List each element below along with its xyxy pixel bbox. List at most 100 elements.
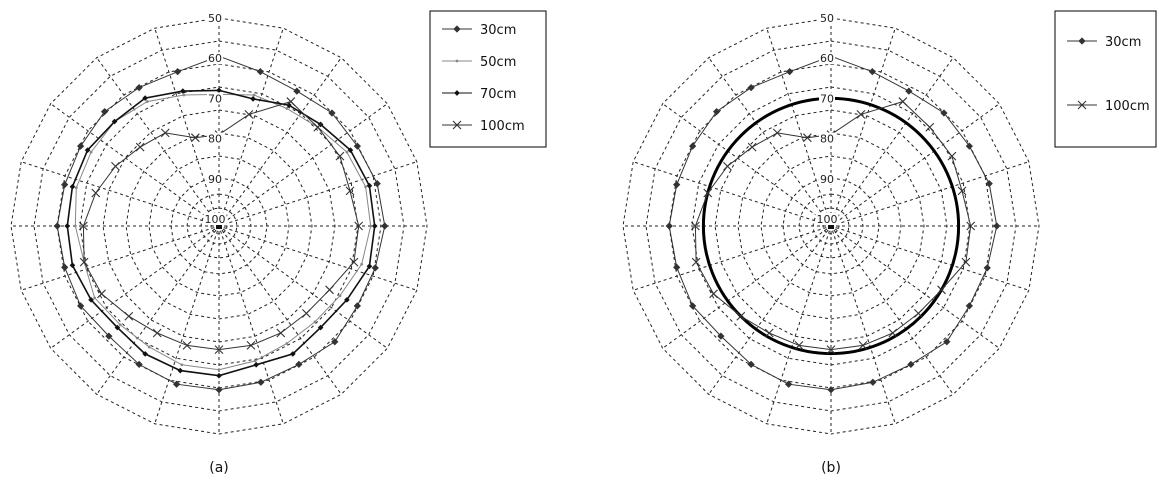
- tick-bg-80: [207, 132, 223, 145]
- tick-label-80: 80: [820, 133, 834, 146]
- marker-70cm-20: [84, 147, 91, 153]
- marker-legend-100cm-1: [1077, 100, 1087, 110]
- marker-30cm-5: [373, 179, 381, 188]
- legend-item-30cm: 30cm: [442, 23, 516, 38]
- marker-legend-50cm-1: [455, 59, 459, 63]
- marker-30cm-13: [784, 380, 793, 388]
- marker-100cm-18: [78, 221, 88, 231]
- marker-30cm-23: [174, 68, 182, 76]
- marker-100cm-16: [97, 289, 106, 299]
- polar-grid-a: [10, 17, 428, 435]
- marker-30cm-18: [665, 222, 673, 230]
- marker-30cm-4: [353, 142, 361, 150]
- marker-70cm-23: [180, 88, 186, 94]
- grid-spoke-14: [633, 227, 827, 291]
- tick-bg-60: [819, 52, 835, 65]
- marker-100cm-12: [214, 345, 224, 354]
- marker-50cm-8: [338, 294, 342, 298]
- marker-30cm-23: [786, 68, 794, 76]
- series-100cm: [78, 97, 364, 354]
- marker-50cm-2: [285, 107, 289, 110]
- marker-30cm-6: [993, 222, 1001, 230]
- marker-100cm-23: [190, 133, 200, 143]
- marker-70cm-17: [69, 262, 76, 269]
- marker-30cm-19: [673, 181, 681, 189]
- series-30cm: [53, 52, 389, 394]
- marker-30cm-1: [256, 68, 264, 76]
- tick-label-60: 60: [208, 52, 222, 65]
- marker-30cm-16: [689, 302, 697, 310]
- marker-100cm-19: [703, 188, 713, 198]
- grid-spoke-6: [223, 227, 417, 291]
- grid-spoke-11: [154, 230, 218, 424]
- marker-30cm-20: [77, 142, 85, 150]
- tick-bg-50: [819, 12, 835, 24]
- tick-bg-80: [819, 132, 835, 145]
- legend-item-100cm: 100cm: [1067, 99, 1150, 114]
- polar-chart-a: 50 60 70 80 90 100 30cm 50cm 70cm 100cm (a): [10, 10, 547, 476]
- marker-30cm-21: [712, 107, 721, 116]
- marker-30cm-17: [673, 263, 681, 271]
- marker-50cm-18: [73, 224, 77, 228]
- marker-70cm-2: [286, 102, 292, 108]
- marker-30cm-21: [100, 107, 109, 116]
- marker-30cm-8: [965, 302, 973, 310]
- legend-label-30cm: 30cm: [480, 23, 516, 38]
- marker-legend-100cm-3: [452, 120, 462, 130]
- marker-30cm-2: [293, 87, 301, 95]
- legend-label-50cm: 50cm: [480, 55, 516, 70]
- grid-spoke-16: [633, 161, 827, 225]
- marker-30cm-15: [105, 332, 113, 340]
- grid-spoke-17: [662, 103, 828, 224]
- marker-100cm-20: [723, 161, 732, 171]
- marker-30cm-10: [295, 360, 303, 368]
- grid-spoke-19: [766, 28, 830, 222]
- marker-30cm-11: [257, 378, 265, 386]
- marker-30cm-18: [53, 222, 61, 230]
- marker-30cm-3: [940, 109, 948, 117]
- marker-30cm-10: [907, 360, 915, 368]
- marker-100cm-6: [354, 221, 364, 231]
- grid-spoke-16: [21, 161, 215, 225]
- marker-70cm-14: [142, 351, 148, 357]
- legend-item-50cm: 50cm: [442, 55, 516, 70]
- tick-bg-90: [207, 172, 223, 185]
- marker-100cm-11: [858, 340, 868, 350]
- grid-spoke-13: [50, 228, 216, 349]
- tick-bg-70: [819, 92, 835, 105]
- marker-50cm-1: [252, 93, 256, 97]
- marker-50cm-7: [360, 262, 364, 266]
- marker-100cm-22: [772, 128, 782, 138]
- marker-30cm-14: [135, 360, 143, 368]
- grid-spoke-2: [833, 57, 954, 223]
- marker-70cm-18: [64, 223, 71, 229]
- series-layer-b: [665, 52, 1001, 394]
- marker-100cm-10: [888, 328, 898, 338]
- tick-label-60: 60: [820, 52, 834, 65]
- marker-30cm-9: [331, 338, 339, 346]
- grid-spoke-4: [835, 161, 1029, 225]
- marker-100cm-4: [335, 151, 345, 161]
- marker-50cm-4: [345, 150, 349, 154]
- marker-100cm-8: [325, 285, 334, 295]
- grid-spoke-7: [834, 228, 1000, 349]
- marker-70cm-11: [253, 361, 260, 368]
- marker-100cm-13: [794, 340, 804, 350]
- marker-30cm-4: [965, 142, 973, 150]
- grid-spoke-4: [223, 161, 417, 225]
- series-70cm: [64, 87, 378, 379]
- marker-30cm-6: [381, 222, 389, 230]
- marker-70cm-8: [344, 297, 350, 303]
- marker-100cm-16: [709, 289, 718, 299]
- tick-bg-100: [203, 213, 227, 225]
- grid-spoke-12: [96, 229, 217, 395]
- marker-100cm-2: [898, 97, 908, 106]
- marker-70cm-22: [142, 95, 148, 101]
- tick-label-100: 100: [205, 213, 226, 226]
- marker-50cm-16: [93, 296, 96, 300]
- grid-spoke-2: [221, 57, 342, 223]
- marker-100cm-23: [802, 133, 812, 143]
- tick-label-70: 70: [820, 92, 834, 105]
- marker-30cm-5: [985, 179, 993, 188]
